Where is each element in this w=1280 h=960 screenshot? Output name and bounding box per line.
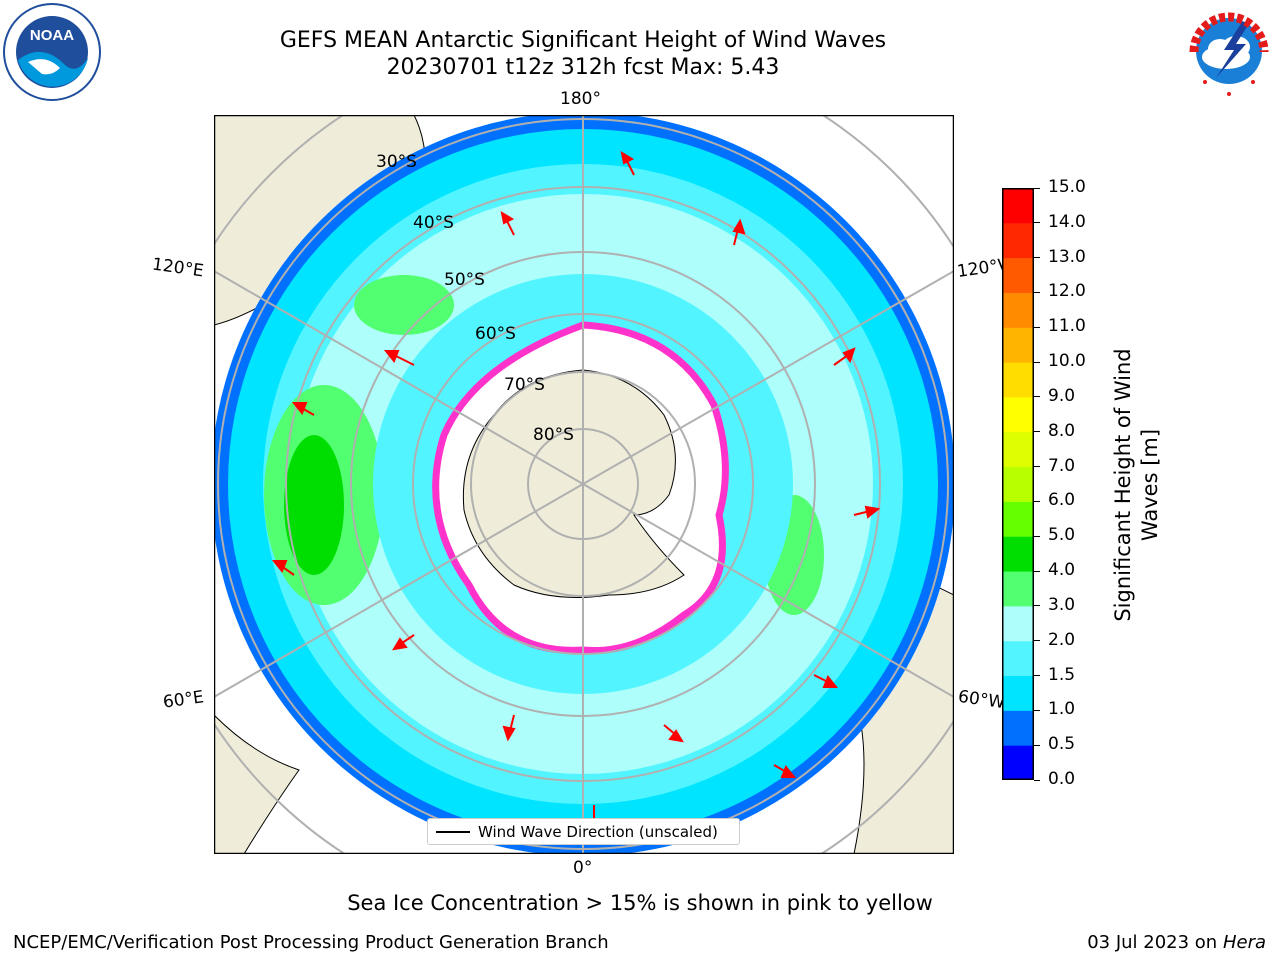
- wave-patch-indian-ocean-peak: [284, 435, 344, 575]
- colorbar-label-line2: Waves [m]: [1138, 428, 1162, 542]
- sea-ice-note: Sea Ice Concentration > 15% is shown in …: [347, 891, 933, 915]
- colorbar-tick-mark: [1034, 222, 1040, 224]
- land-antarctica: [462, 369, 685, 598]
- wind-wave-arrows: [271, 150, 881, 832]
- colorbar-swatch: [1002, 501, 1034, 537]
- colorbar-tick-label: 15.0: [1048, 177, 1086, 197]
- colorbar-tick-mark: [1034, 675, 1040, 677]
- footer-date-text: 03 Jul 2023 on: [1087, 932, 1223, 953]
- lon-label-0: 0°: [573, 858, 593, 878]
- meridian-lines: [214, 115, 954, 854]
- colorbar-tick-label: 7.0: [1048, 455, 1076, 476]
- colorbar-tick-label: 0.0: [1048, 769, 1076, 789]
- colorbar-tick-label: 12.0: [1048, 281, 1086, 302]
- colorbar-tick-mark: [1034, 361, 1040, 363]
- colorbar-swatch: [1002, 710, 1034, 746]
- colorbar-tick-label: 8.0: [1048, 420, 1076, 441]
- colorbar-tick-label: 10.0: [1048, 351, 1086, 372]
- colorbar-swatch: [1002, 362, 1034, 398]
- colorbar-frame: [1002, 188, 1034, 780]
- footer-machine: Hera: [1222, 932, 1266, 953]
- nws-logo-icon: [1182, 4, 1276, 98]
- legend-line-icon: [436, 831, 470, 833]
- colorbar-tick-mark: [1034, 570, 1040, 572]
- noaa-logo-text: NOAA: [30, 27, 74, 44]
- colorbar-tick-mark: [1034, 500, 1040, 502]
- colorbar-tick-mark: [1034, 187, 1040, 189]
- colorbar: [1002, 188, 1034, 781]
- colorbar-tick-label: 1.0: [1048, 699, 1076, 720]
- colorbar-tick-mark: [1034, 431, 1040, 433]
- colorbar-swatch: [1002, 222, 1034, 259]
- colorbar-tick-label: 3.0: [1048, 594, 1076, 615]
- map-legend: Wind Wave Direction (unscaled): [427, 818, 740, 845]
- lon-label-60w: 60°W: [956, 686, 1007, 714]
- lat-label-50s: 50°S: [444, 270, 485, 290]
- lon-label-60e: 60°E: [161, 687, 206, 713]
- colorbar-swatch: [1002, 431, 1034, 468]
- colorbar-swatch: [1002, 745, 1034, 781]
- colorbar-swatch: [1002, 327, 1034, 363]
- lat-label-70s: 70°S: [504, 375, 545, 395]
- colorbar-tick-label: 11.0: [1048, 316, 1086, 337]
- polar-map-canvas: [213, 114, 955, 855]
- lat-label-60s: 60°S: [475, 324, 516, 344]
- polar-map: 30°S 40°S 50°S 60°S 70°S 80°S Wind Wave …: [213, 114, 955, 855]
- lat-label-40s: 40°S: [413, 213, 454, 233]
- lat-label-80s: 80°S: [533, 425, 574, 445]
- colorbar-tick-mark: [1034, 466, 1040, 468]
- colorbar-ticks: 0.0 0.5 1.0 1.5 2.0 3.0 4.0 5.0 6.0 7.0 8.0 9.0 10.0…: [1034, 177, 1094, 789]
- colorbar-swatch: [1002, 257, 1034, 293]
- footer-date: 03 Jul 2023 on Hera: [1087, 932, 1266, 953]
- colorbar-tick-mark: [1034, 396, 1040, 398]
- colorbar-swatch: [1002, 466, 1034, 502]
- map-frame: [213, 114, 955, 855]
- lat-label-30s: 30°S: [376, 152, 417, 172]
- colorbar-tick-mark: [1034, 326, 1040, 328]
- colorbar-swatch: [1002, 571, 1034, 607]
- chart-subtitle: 20230701 t12z 312h fcst Max: 5.43: [386, 55, 780, 80]
- footer-branch: NCEP/EMC/Verification Post Processing Pr…: [13, 932, 609, 953]
- noaa-logo-icon: NOAA: [3, 3, 101, 101]
- colorbar-tick-label: 4.0: [1048, 560, 1076, 581]
- colorbar-tick-mark: [1034, 535, 1040, 537]
- colorbar-tick-label: 5.0: [1048, 525, 1076, 546]
- colorbar-tick-mark: [1034, 291, 1040, 293]
- colorbar-swatch: [1002, 675, 1034, 711]
- colorbar-tick-mark: [1034, 779, 1040, 781]
- colorbar-tick-label: 6.0: [1048, 490, 1076, 511]
- land-africa: [214, 714, 300, 854]
- colorbar-swatch: [1002, 536, 1034, 572]
- noaa-logo: NOAA: [2, 2, 102, 102]
- colorbar-tick-mark: [1034, 257, 1040, 259]
- colorbar-tick-label: 9.0: [1048, 385, 1076, 406]
- colorbar-tick-label: 2.0: [1048, 629, 1076, 650]
- legend-label: Wind Wave Direction (unscaled): [478, 823, 718, 841]
- lon-label-180: 180°: [560, 89, 601, 109]
- colorbar-swatch: [1002, 396, 1034, 433]
- colorbar-swatch: [1002, 188, 1034, 224]
- colorbar-label-line1: Significant Height of Wind: [1111, 348, 1135, 622]
- colorbar-tick-label: 14.0: [1048, 211, 1086, 232]
- colorbar-swatches: [1002, 188, 1034, 781]
- colorbar-tick-label: 0.5: [1048, 734, 1076, 755]
- wave-patch-southern-australia: [354, 275, 454, 335]
- colorbar-swatch: [1002, 640, 1034, 677]
- colorbar-tick-mark: [1034, 744, 1040, 746]
- colorbar-tick-mark: [1034, 640, 1040, 642]
- colorbar-tick-mark: [1034, 605, 1040, 607]
- colorbar-tick-mark: [1034, 709, 1040, 711]
- nws-logo: [1180, 2, 1278, 100]
- colorbar-swatch: [1002, 292, 1034, 328]
- lon-label-120e: 120°E: [150, 254, 205, 282]
- colorbar-swatch: [1002, 605, 1034, 642]
- colorbar-tick-label: 13.0: [1048, 246, 1086, 267]
- colorbar-tick-label: 1.5: [1048, 664, 1076, 685]
- chart-title: GEFS MEAN Antarctic Significant Height o…: [279, 28, 887, 53]
